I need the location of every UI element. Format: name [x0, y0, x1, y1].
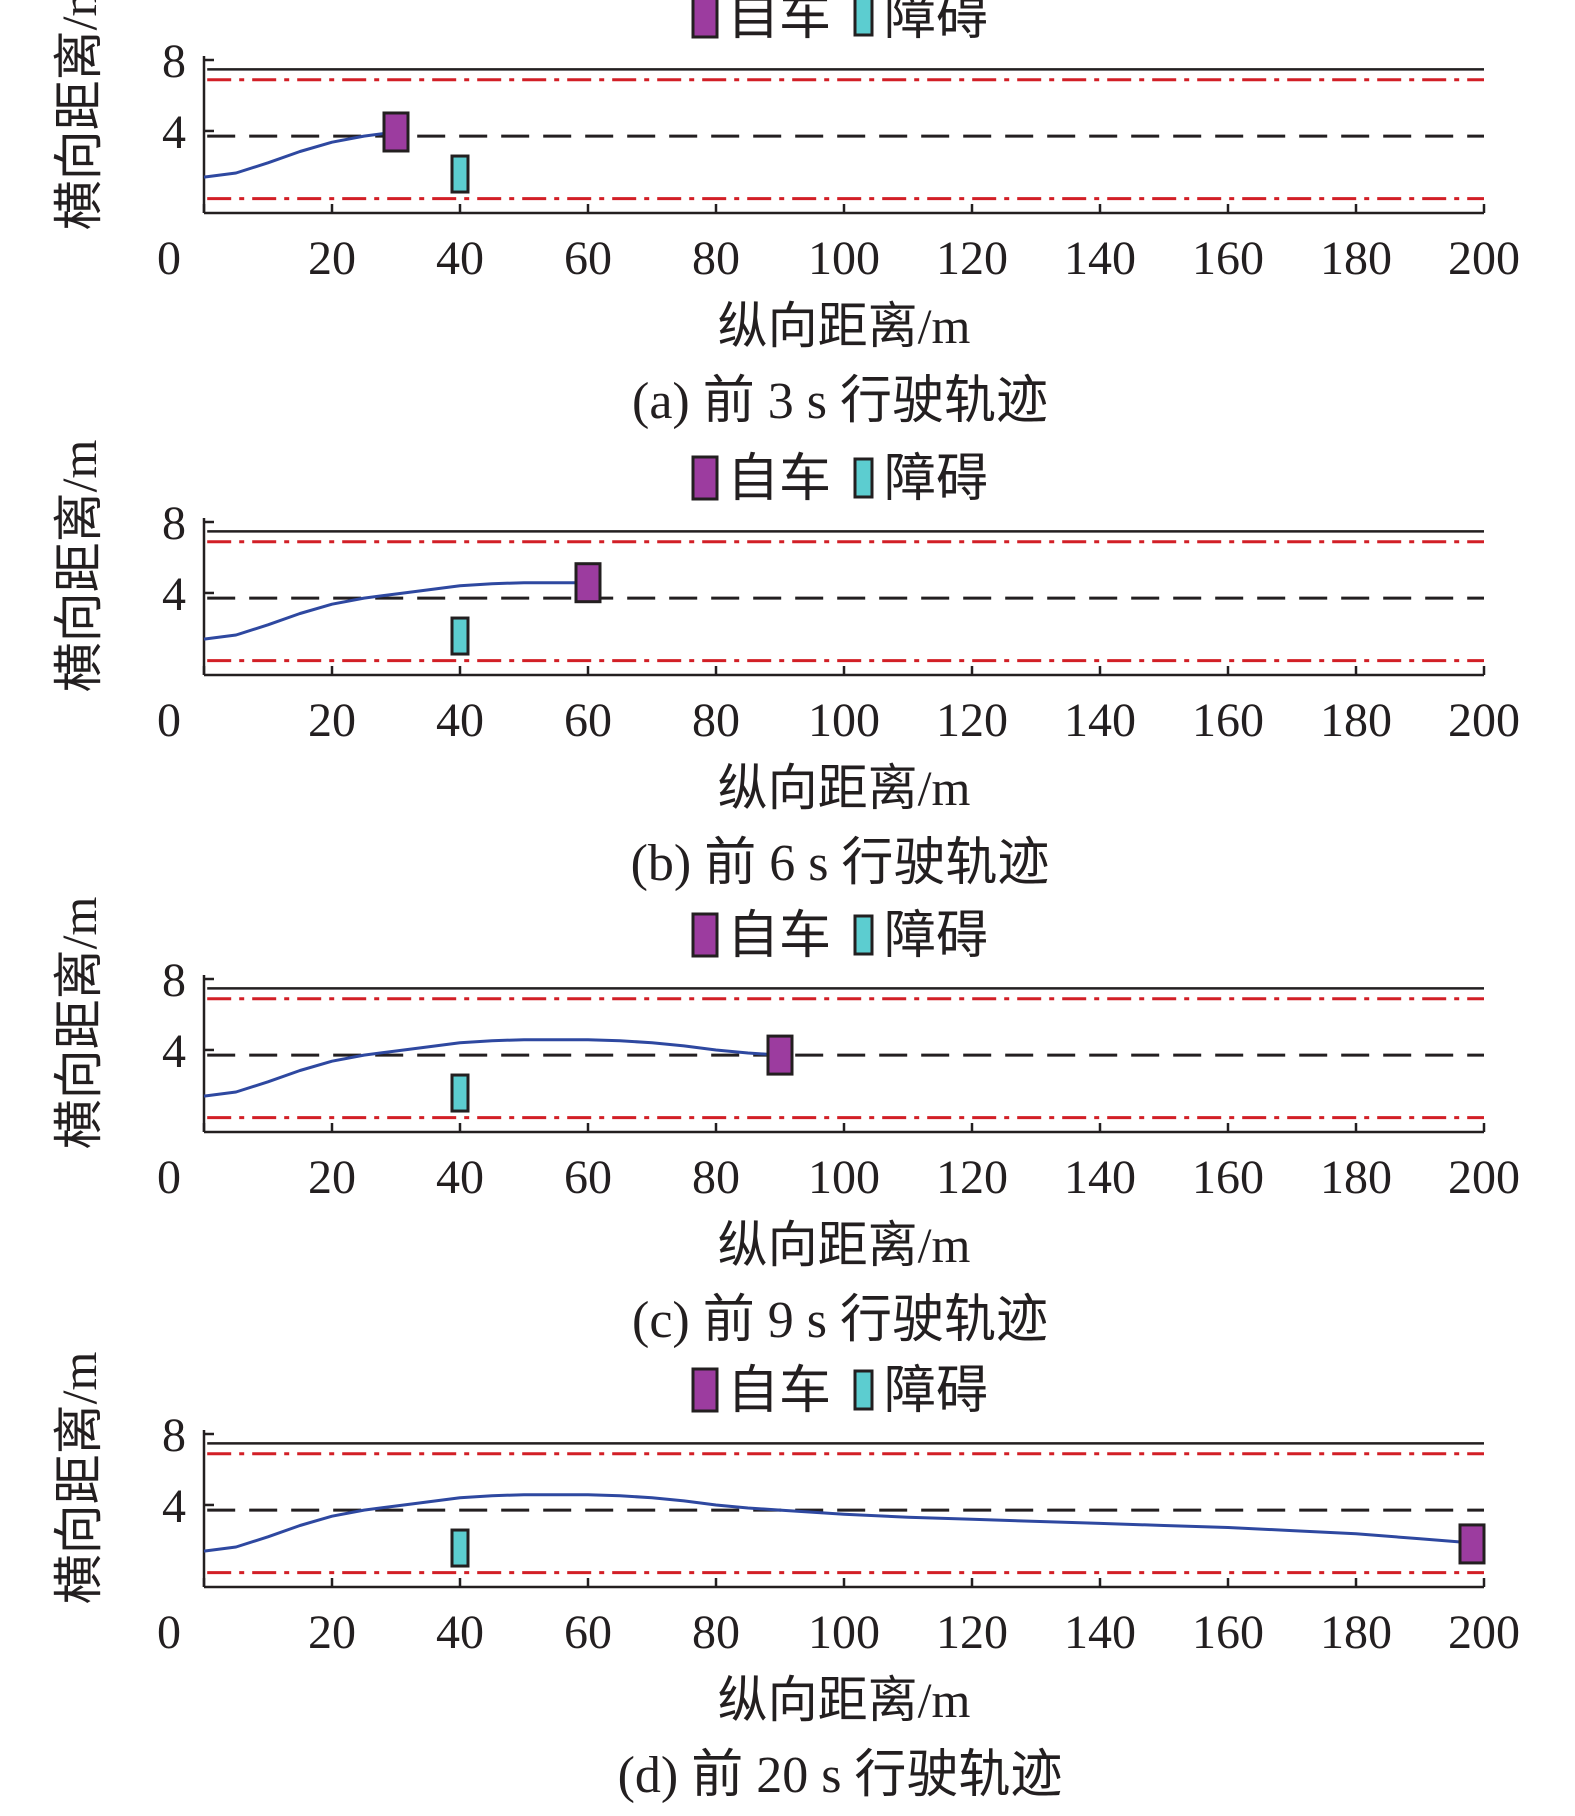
ego-marker — [1458, 1523, 1486, 1565]
legend-ego-swatch — [691, 1367, 719, 1413]
x-tick-label: 140 — [1064, 232, 1136, 285]
ego-marker — [574, 562, 602, 604]
legend-obstacle-label: 障碍 — [884, 1363, 988, 1420]
x-tick-label: 200 — [1448, 1606, 1520, 1659]
obstacle-marker — [450, 1073, 470, 1113]
x-tick-label: 180 — [1320, 232, 1392, 285]
x-tick-label: 160 — [1192, 232, 1264, 285]
legend-ego-label: 自车 — [727, 451, 831, 508]
x-tick-label: 80 — [692, 694, 740, 747]
legend-ego-swatch — [691, 455, 719, 501]
x-tick-label: 80 — [692, 1606, 740, 1659]
y-axis-label: 横向距离/m — [51, 440, 107, 693]
x-tick-label: 20 — [308, 232, 356, 285]
x-tick-label: 100 — [808, 1151, 880, 1204]
trajectory-line — [203, 1493, 1485, 1553]
legend-ego-label: 自车 — [727, 0, 831, 46]
x-tick-label: 120 — [936, 232, 1008, 285]
y-axis-label: 横向距离/m — [51, 0, 107, 230]
x-tick-label: 20 — [308, 1151, 356, 1204]
trajectory-line — [203, 1038, 781, 1098]
x-tick-label: 60 — [564, 694, 612, 747]
legend-obstacle-swatch — [853, 1369, 874, 1411]
x-tick-label: 200 — [1448, 1151, 1520, 1204]
y-axis-label: 横向距离/m — [51, 897, 107, 1150]
x-tick-label: 20 — [308, 694, 356, 747]
trajectory-line — [203, 581, 588, 641]
legend-obstacle-swatch — [853, 457, 874, 499]
x-tick-label: 160 — [1192, 1606, 1264, 1659]
x-tick-label: 140 — [1064, 1606, 1136, 1659]
x-tick-label: 40 — [436, 694, 484, 747]
x-tick-label: 100 — [808, 694, 880, 747]
x-tick-label: 60 — [564, 232, 612, 285]
y-tick-label: 4 — [162, 568, 186, 621]
x-tick-label: 140 — [1064, 694, 1136, 747]
panel-caption: (d) 前 20 s 行驶轨迹 — [618, 1747, 1063, 1804]
x-tick-label: 120 — [936, 694, 1008, 747]
ego-marker — [382, 111, 410, 153]
x-tick-label: 120 — [936, 1151, 1008, 1204]
panel-caption: (c) 前 9 s 行驶轨迹 — [632, 1292, 1048, 1349]
x-tick-label: 0 — [157, 1606, 181, 1659]
x-axis-label: 纵向距离/m — [718, 1217, 971, 1273]
x-tick-label: 160 — [1192, 1151, 1264, 1204]
legend-obstacle-label: 障碍 — [884, 451, 988, 508]
x-tick-label: 80 — [692, 232, 740, 285]
y-tick-label: 8 — [162, 497, 186, 550]
legend-ego-swatch — [691, 0, 719, 39]
x-tick-label: 0 — [157, 694, 181, 747]
x-tick-label: 160 — [1192, 694, 1264, 747]
x-tick-label: 180 — [1320, 694, 1392, 747]
x-tick-label: 120 — [936, 1606, 1008, 1659]
y-tick-label: 4 — [162, 106, 186, 159]
legend-obstacle-swatch — [853, 914, 874, 956]
x-tick-label: 40 — [436, 1606, 484, 1659]
x-tick-label: 60 — [564, 1151, 612, 1204]
y-tick-label: 4 — [162, 1025, 186, 1078]
x-tick-label: 200 — [1448, 232, 1520, 285]
x-axis-label: 纵向距离/m — [718, 1672, 971, 1728]
x-tick-label: 100 — [808, 1606, 880, 1659]
y-axis-label: 横向距离/m — [51, 1352, 107, 1605]
x-tick-label: 180 — [1320, 1606, 1392, 1659]
legend-ego-label: 自车 — [727, 1363, 831, 1420]
x-tick-label: 100 — [808, 232, 880, 285]
panel-caption: (b) 前 6 s 行驶轨迹 — [631, 835, 1050, 892]
x-axis-label: 纵向距离/m — [718, 760, 971, 816]
x-tick-label: 80 — [692, 1151, 740, 1204]
x-axis-label: 纵向距离/m — [718, 298, 971, 354]
y-tick-label: 4 — [162, 1480, 186, 1533]
obstacle-marker — [450, 616, 470, 656]
legend-obstacle-label: 障碍 — [884, 908, 988, 965]
x-tick-label: 20 — [308, 1606, 356, 1659]
panel-caption: (a) 前 3 s 行驶轨迹 — [632, 373, 1048, 430]
legend-obstacle-label: 障碍 — [884, 0, 988, 46]
x-tick-label: 140 — [1064, 1151, 1136, 1204]
x-tick-label: 200 — [1448, 694, 1520, 747]
obstacle-marker — [450, 154, 470, 194]
x-tick-label: 180 — [1320, 1151, 1392, 1204]
x-tick-label: 0 — [157, 232, 181, 285]
legend-ego-swatch — [691, 912, 719, 958]
legend-obstacle-swatch — [853, 0, 874, 37]
x-tick-label: 40 — [436, 232, 484, 285]
y-tick-label: 8 — [162, 954, 186, 1007]
obstacle-marker — [450, 1528, 470, 1568]
x-tick-label: 0 — [157, 1151, 181, 1204]
trajectory-line — [203, 130, 397, 179]
x-tick-label: 40 — [436, 1151, 484, 1204]
legend-ego-label: 自车 — [727, 908, 831, 965]
y-tick-label: 8 — [162, 1409, 186, 1462]
ego-marker — [766, 1034, 794, 1076]
y-tick-label: 8 — [162, 35, 186, 88]
x-tick-label: 60 — [564, 1606, 612, 1659]
